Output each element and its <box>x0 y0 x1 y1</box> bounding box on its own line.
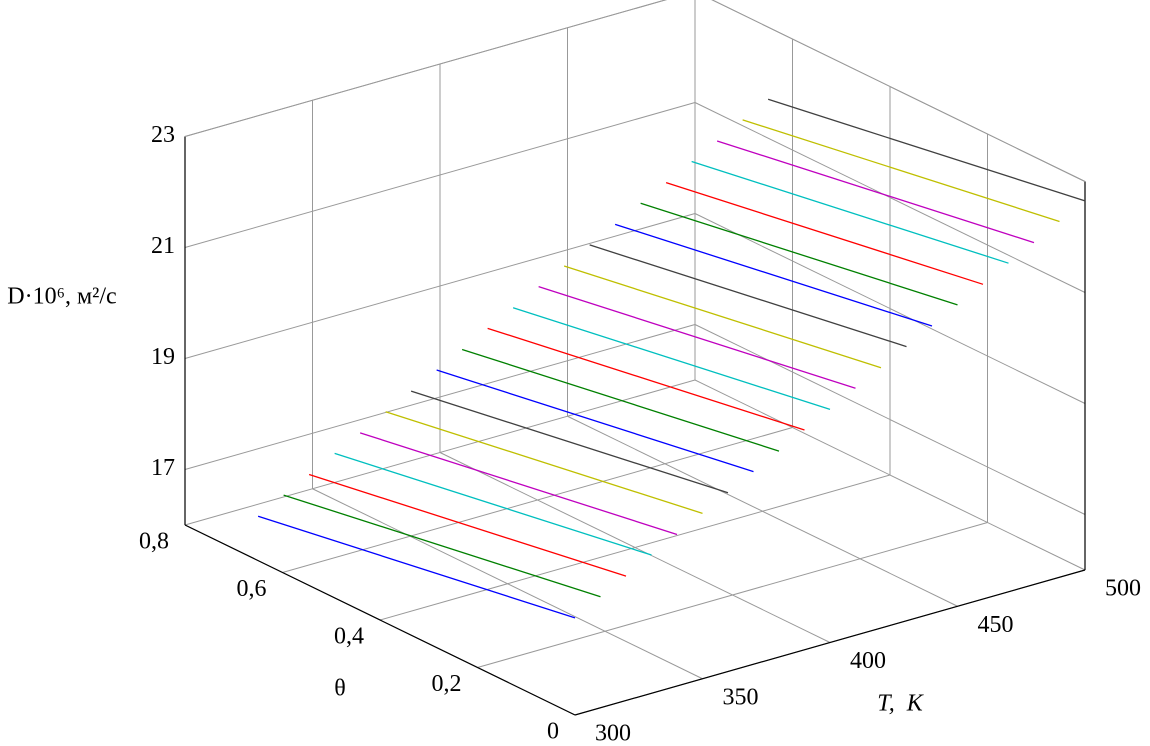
z-tick-label: 23 <box>151 122 175 148</box>
x-tick-label: 500 <box>1105 576 1141 602</box>
data-line <box>257 515 576 619</box>
y-tick-label: 0,8 <box>139 529 169 555</box>
grid-line <box>282 427 793 573</box>
x-tick-label: 450 <box>978 612 1014 638</box>
data-line <box>614 223 933 327</box>
box-edge <box>711 0 1086 182</box>
grid-line <box>694 102 1086 293</box>
x-tick-label: 300 <box>595 721 631 746</box>
data-line <box>563 265 882 369</box>
data-line <box>640 202 958 306</box>
x-tick-label: 350 <box>723 684 759 710</box>
data-line <box>767 98 1086 202</box>
z-axis-label: D·10⁶, м²/с <box>7 284 116 310</box>
box-edge <box>184 0 667 137</box>
y-tick-label: 0,6 <box>237 576 267 602</box>
data-line <box>691 160 1009 264</box>
grid-line <box>184 324 696 470</box>
data-line <box>461 348 780 452</box>
grid-line <box>477 522 988 668</box>
data-line <box>308 473 627 577</box>
grid-line <box>184 102 696 248</box>
data-line <box>436 369 754 473</box>
data-line <box>359 432 678 536</box>
data-line <box>410 390 729 494</box>
data-line <box>538 286 856 389</box>
data-line <box>487 327 805 431</box>
grid-line <box>184 379 696 526</box>
x-tick-label: 400 <box>850 648 886 674</box>
data-line <box>512 307 831 411</box>
grid-line <box>184 213 696 359</box>
data-line <box>716 140 1035 244</box>
z-tick-label: 19 <box>151 344 175 370</box>
data-line <box>589 244 907 348</box>
grid-line <box>694 213 1086 404</box>
y-tick-label: 0,2 <box>432 671 462 697</box>
y-axis-label: θ <box>334 676 346 702</box>
y-tick-label: 0,4 <box>334 624 364 650</box>
data-line <box>665 182 984 285</box>
grid-line <box>694 324 1086 515</box>
data-line <box>385 411 703 514</box>
y-tick-label: 0 <box>547 719 559 745</box>
axis-line <box>574 569 1086 716</box>
data-line <box>283 494 601 598</box>
axis-line <box>184 524 576 716</box>
x-axis-label: T, K <box>877 691 925 717</box>
z-tick-label: 17 <box>151 455 175 481</box>
z-tick-label: 21 <box>151 233 175 259</box>
data-line <box>742 119 1060 223</box>
grid-line <box>379 474 891 621</box>
data-line <box>334 452 652 556</box>
